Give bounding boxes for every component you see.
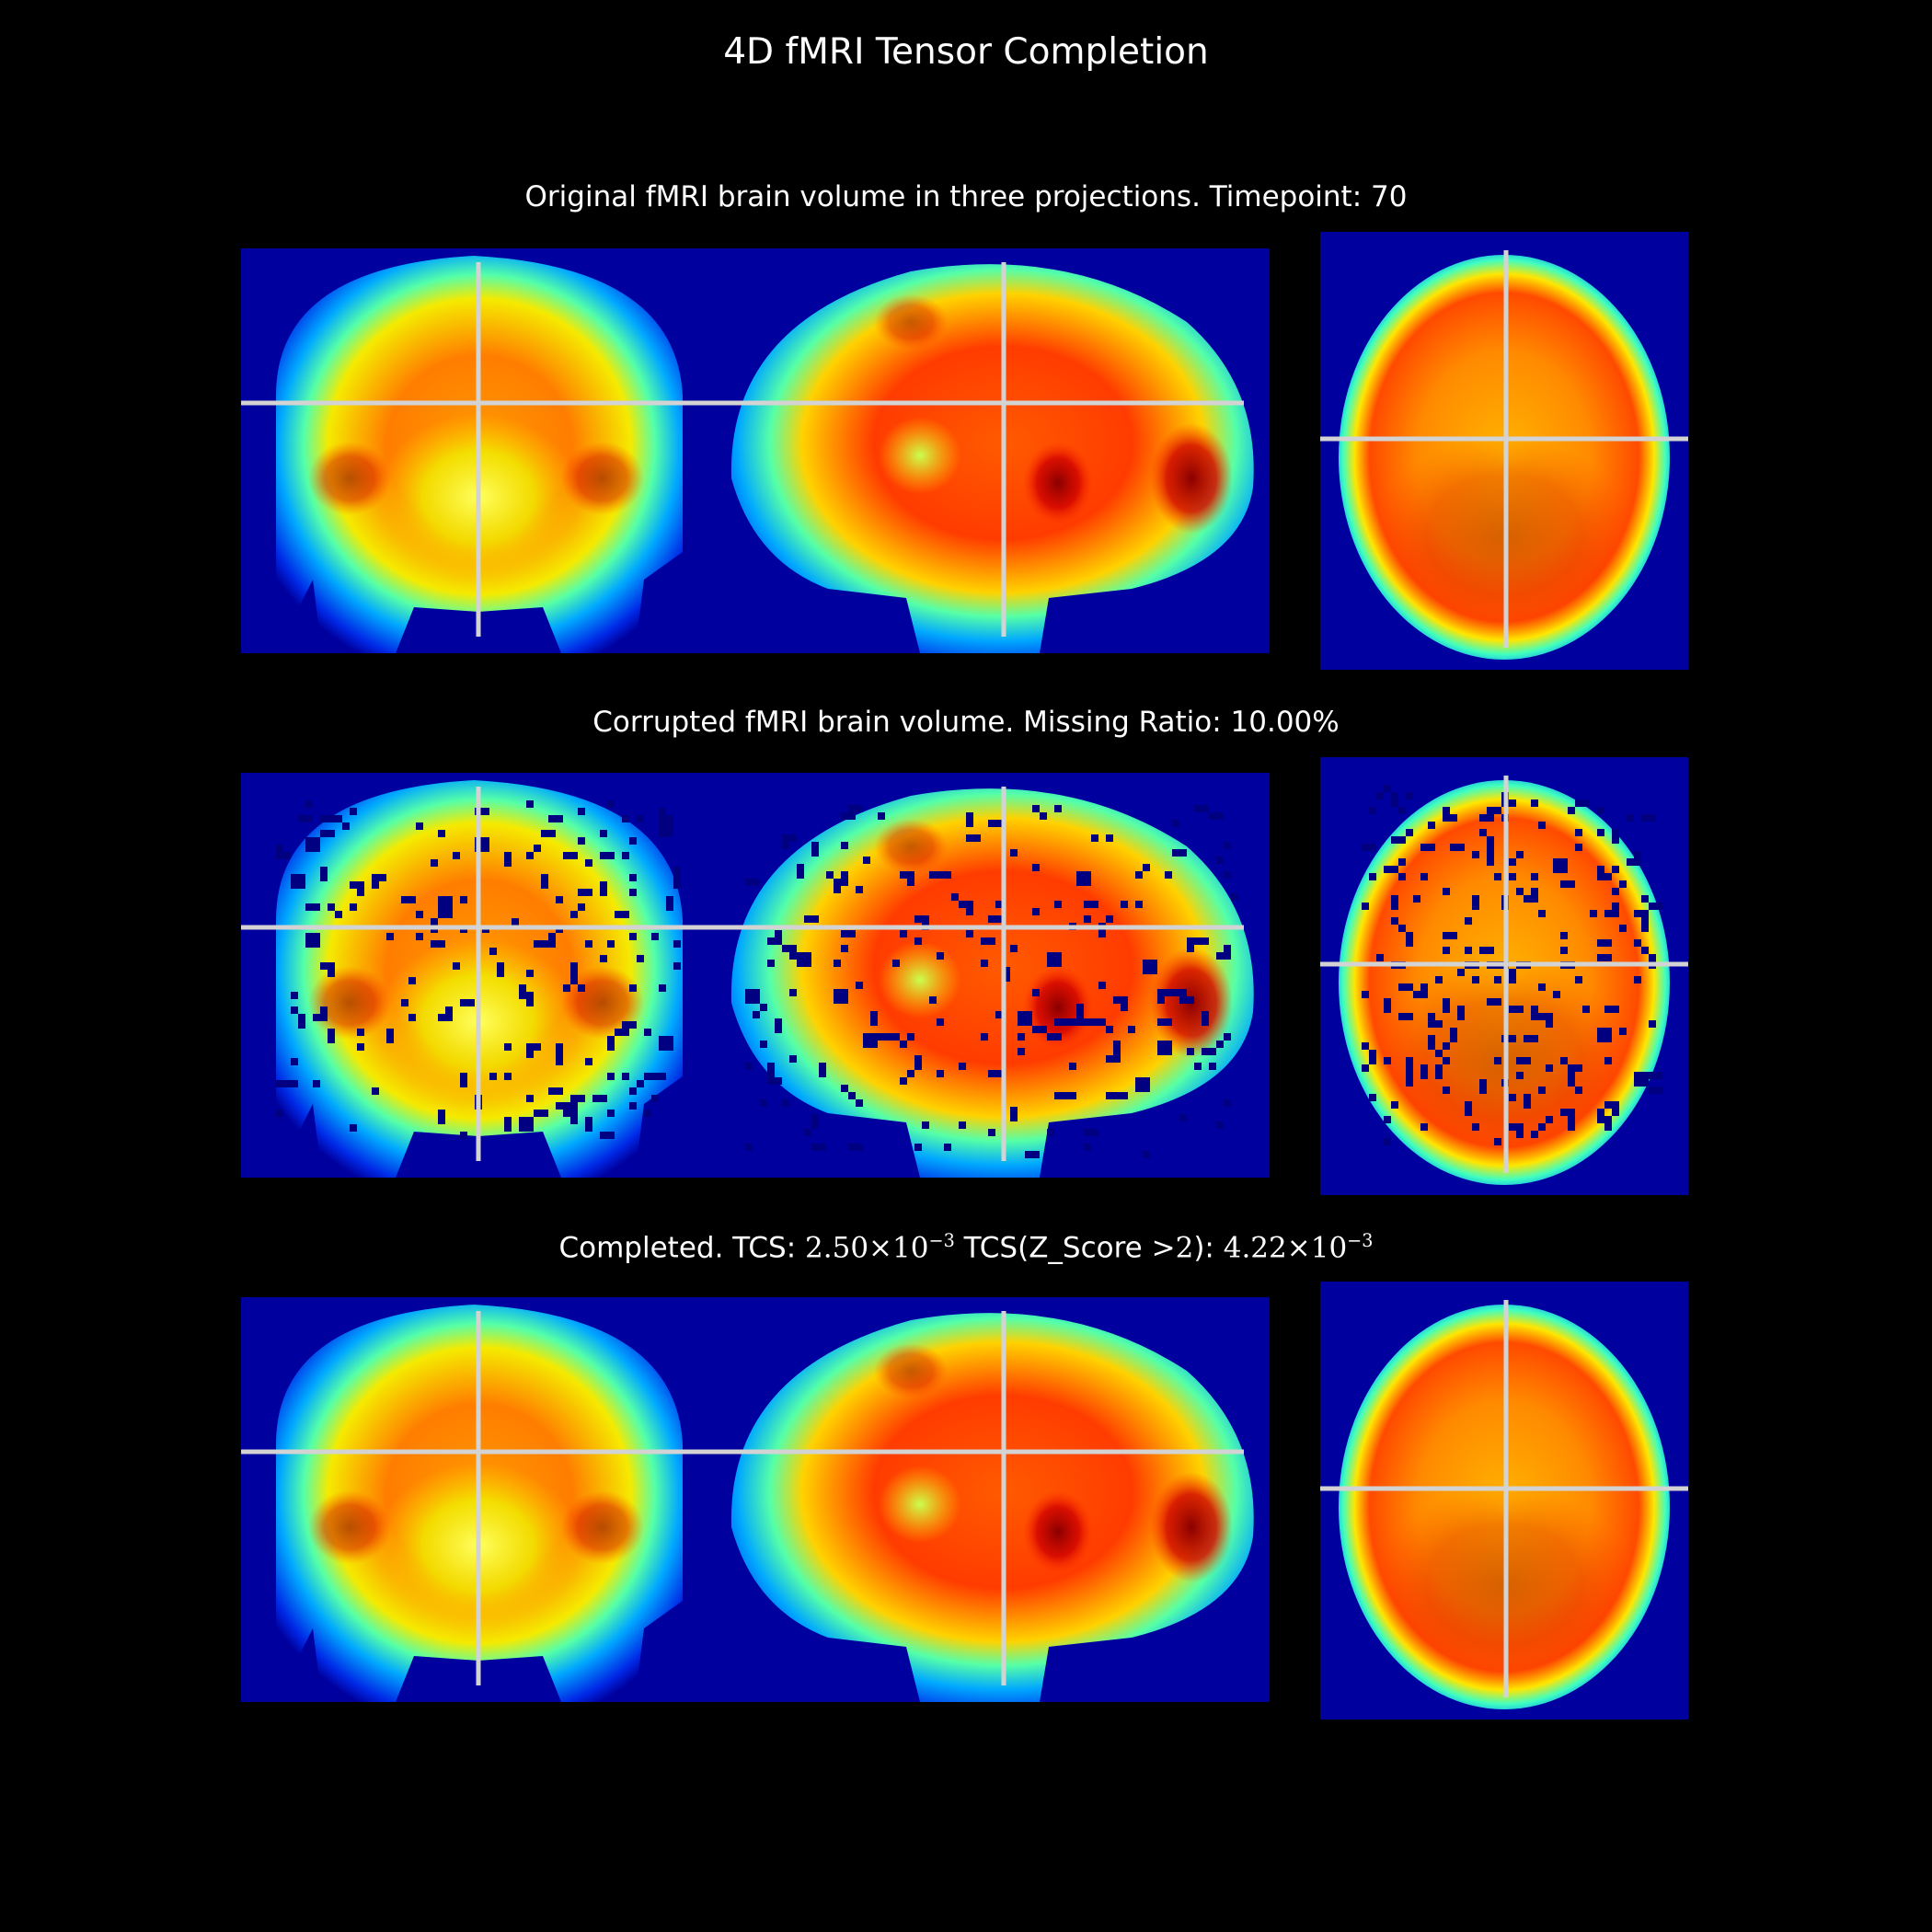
- projection-row-corrupted: [241, 757, 1688, 1195]
- sagittal-view: [710, 773, 1270, 1178]
- coronal-view: [241, 248, 710, 653]
- sagittal-view: [710, 248, 1270, 653]
- crosshair: [241, 776, 1688, 1173]
- coronal-view: [241, 773, 710, 1178]
- coronal-view: [241, 1297, 710, 1702]
- crosshair: [241, 1300, 1688, 1697]
- sagittal-view: [710, 1297, 1270, 1702]
- row-title-original: Original fMRI brain volume in three proj…: [524, 180, 1408, 213]
- projection-row-completed: [241, 1282, 1688, 1719]
- projection-row-original: [241, 232, 1688, 670]
- row-title-completed: Completed. TCS: 2.50×10−3 TCS(Z_Score >2…: [558, 1230, 1374, 1265]
- crosshair: [241, 250, 1688, 648]
- figure-title: 4D fMRI Tensor Completion: [723, 31, 1209, 73]
- row-title-corrupted: Corrupted fMRI brain volume. Missing Rat…: [592, 706, 1340, 739]
